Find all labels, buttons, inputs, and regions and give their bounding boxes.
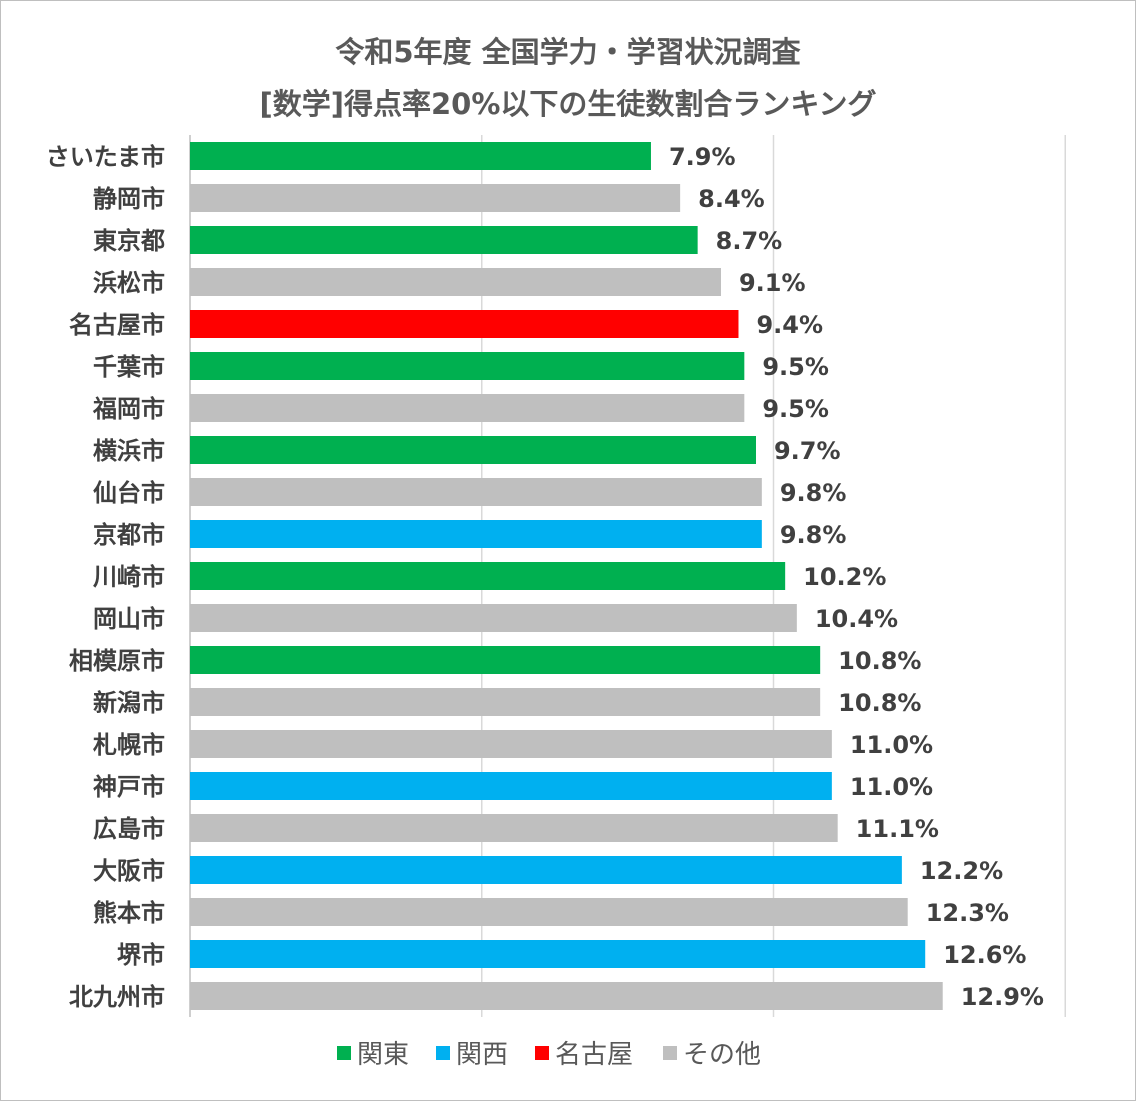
chart-subtitle: [数学]得点率20%以下の生徒数割合ランキング	[259, 87, 876, 121]
category-label: 仙台市	[93, 479, 165, 507]
bar	[190, 142, 651, 170]
legend-label: 関東	[357, 1040, 409, 1070]
bar	[190, 814, 838, 842]
bar	[190, 898, 908, 926]
bar	[190, 310, 739, 338]
data-label: 12.2%	[920, 857, 1003, 885]
bar	[190, 604, 797, 632]
legend-label: 関西	[456, 1040, 508, 1070]
category-label: 熊本市	[93, 899, 165, 927]
bar	[190, 436, 756, 464]
data-label: 12.9%	[961, 983, 1044, 1011]
data-label: 9.4%	[756, 311, 823, 339]
category-label: 新潟市	[93, 689, 165, 717]
bar	[190, 562, 786, 590]
legend-swatch	[337, 1046, 351, 1060]
legend-swatch	[535, 1046, 549, 1060]
category-label: 相模原市	[69, 647, 165, 675]
category-label: 大阪市	[93, 857, 165, 885]
legend-label: 名古屋	[555, 1040, 633, 1070]
data-label: 10.4%	[815, 605, 898, 633]
data-label: 11.1%	[856, 815, 939, 843]
data-label: 9.8%	[780, 479, 847, 507]
bar	[190, 268, 721, 296]
category-label: 北九州市	[69, 983, 165, 1011]
category-label: 福岡市	[92, 395, 165, 423]
category-label: 岡山市	[93, 605, 165, 633]
data-label: 10.8%	[838, 647, 921, 675]
data-label: 9.5%	[762, 395, 829, 423]
data-label: 9.1%	[739, 269, 806, 297]
bar	[190, 856, 902, 884]
category-label: 堺市	[117, 941, 165, 969]
data-label: 12.6%	[943, 941, 1026, 969]
category-label: 広島市	[93, 815, 165, 843]
data-label: 8.4%	[698, 185, 765, 213]
data-label: 10.8%	[838, 689, 921, 717]
category-label: 名古屋市	[69, 311, 165, 339]
bar	[190, 352, 745, 380]
category-label: 神戸市	[93, 773, 165, 801]
bar	[190, 646, 821, 674]
category-label: さいたま市	[46, 143, 165, 171]
bar	[190, 184, 681, 212]
bar	[190, 940, 926, 968]
data-label: 9.7%	[774, 437, 841, 465]
bar	[190, 226, 698, 254]
data-label: 10.2%	[803, 563, 886, 591]
bar	[190, 520, 762, 548]
category-label: 静岡市	[93, 185, 165, 213]
bar	[190, 478, 762, 506]
data-label: 9.8%	[780, 521, 847, 549]
chart-title: 令和5年度 全国学力・学習状況調査	[335, 35, 800, 69]
data-label: 8.7%	[716, 227, 783, 255]
category-label: 川崎市	[93, 563, 165, 591]
legend-swatch	[663, 1046, 677, 1060]
data-label: 12.3%	[926, 899, 1009, 927]
category-label: 京都市	[93, 521, 165, 549]
bar	[190, 730, 832, 758]
bar	[190, 394, 745, 422]
category-label: 千葉市	[93, 353, 165, 381]
bar	[190, 772, 832, 800]
category-label: 東京都	[93, 227, 165, 255]
data-label: 11.0%	[850, 731, 933, 759]
legend-label: その他	[683, 1040, 761, 1070]
data-label: 7.9%	[669, 143, 736, 171]
data-label: 9.5%	[762, 353, 829, 381]
category-label: 札幌市	[92, 731, 165, 759]
category-label: 横浜市	[93, 437, 165, 465]
bar	[190, 688, 821, 716]
data-label: 11.0%	[850, 773, 933, 801]
bar	[190, 982, 943, 1010]
legend-swatch	[436, 1046, 450, 1060]
category-label: 浜松市	[93, 269, 165, 297]
